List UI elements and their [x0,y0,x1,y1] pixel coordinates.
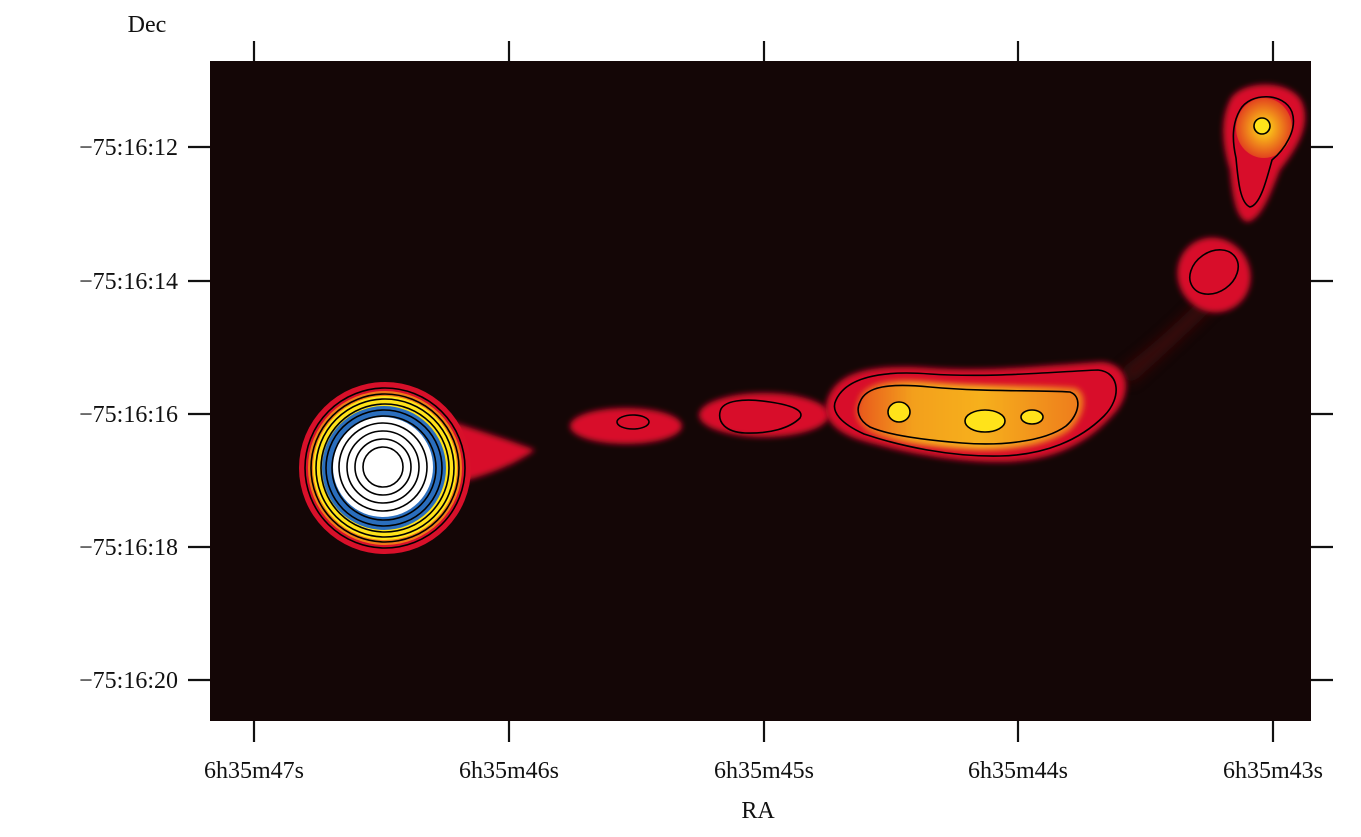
x-axis-ticks [252,41,1275,742]
jet-contour-outer [833,369,1117,457]
knot-4-contour [1232,96,1295,208]
knot-2-contour [718,399,802,434]
core-contour [304,387,466,549]
core-contour [331,415,437,521]
y-tick-label: −75:16:16 [79,402,178,428]
jet-contour-inner [857,384,1079,445]
core-contour [310,393,460,543]
core-contour [362,446,404,488]
core-contour [315,398,455,538]
y-axis-title: Dec [128,12,167,38]
x-axis-title: RA [741,798,775,824]
core-contour [338,422,428,512]
x-tick-label: 6h35m47s [204,758,304,784]
faint-bridge [1120,285,1222,385]
x-tick-labels: 6h35m47s 6h35m46s 6h35m45s 6h35m44s 6h35… [204,758,1323,784]
x-tick-label: 6h35m43s [1223,758,1323,784]
jet-peak-contour [964,409,1006,433]
core-contour [325,409,443,527]
core-white [333,417,433,517]
knot-4-peak [1253,117,1271,135]
x-tick-label: 6h35m44s [968,758,1068,784]
core-contour [320,403,450,533]
y-tick-labels: −75:16:12 −75:16:14 −75:16:16 −75:16:18 … [79,135,178,694]
jet-peak-contour [1020,409,1044,425]
y-tick-label: −75:16:20 [79,668,178,694]
core-contour [346,430,420,504]
x-tick-label: 6h35m46s [459,758,559,784]
knot-1-contour [616,414,650,430]
knot-3-red [1177,237,1251,313]
y-axis-ticks [188,145,1333,682]
y-tick-label: −75:16:18 [79,535,178,561]
knot-2-red [699,393,829,437]
jet-peak-contour [887,401,911,423]
y-tick-label: −75:16:12 [79,135,178,161]
core-contour [354,438,412,496]
contours [304,96,1295,549]
x-tick-label: 6h35m45s [714,758,814,784]
knot-3-contour [1189,249,1239,295]
knot-1-red [570,408,682,444]
y-tick-label: −75:16:14 [79,269,178,295]
